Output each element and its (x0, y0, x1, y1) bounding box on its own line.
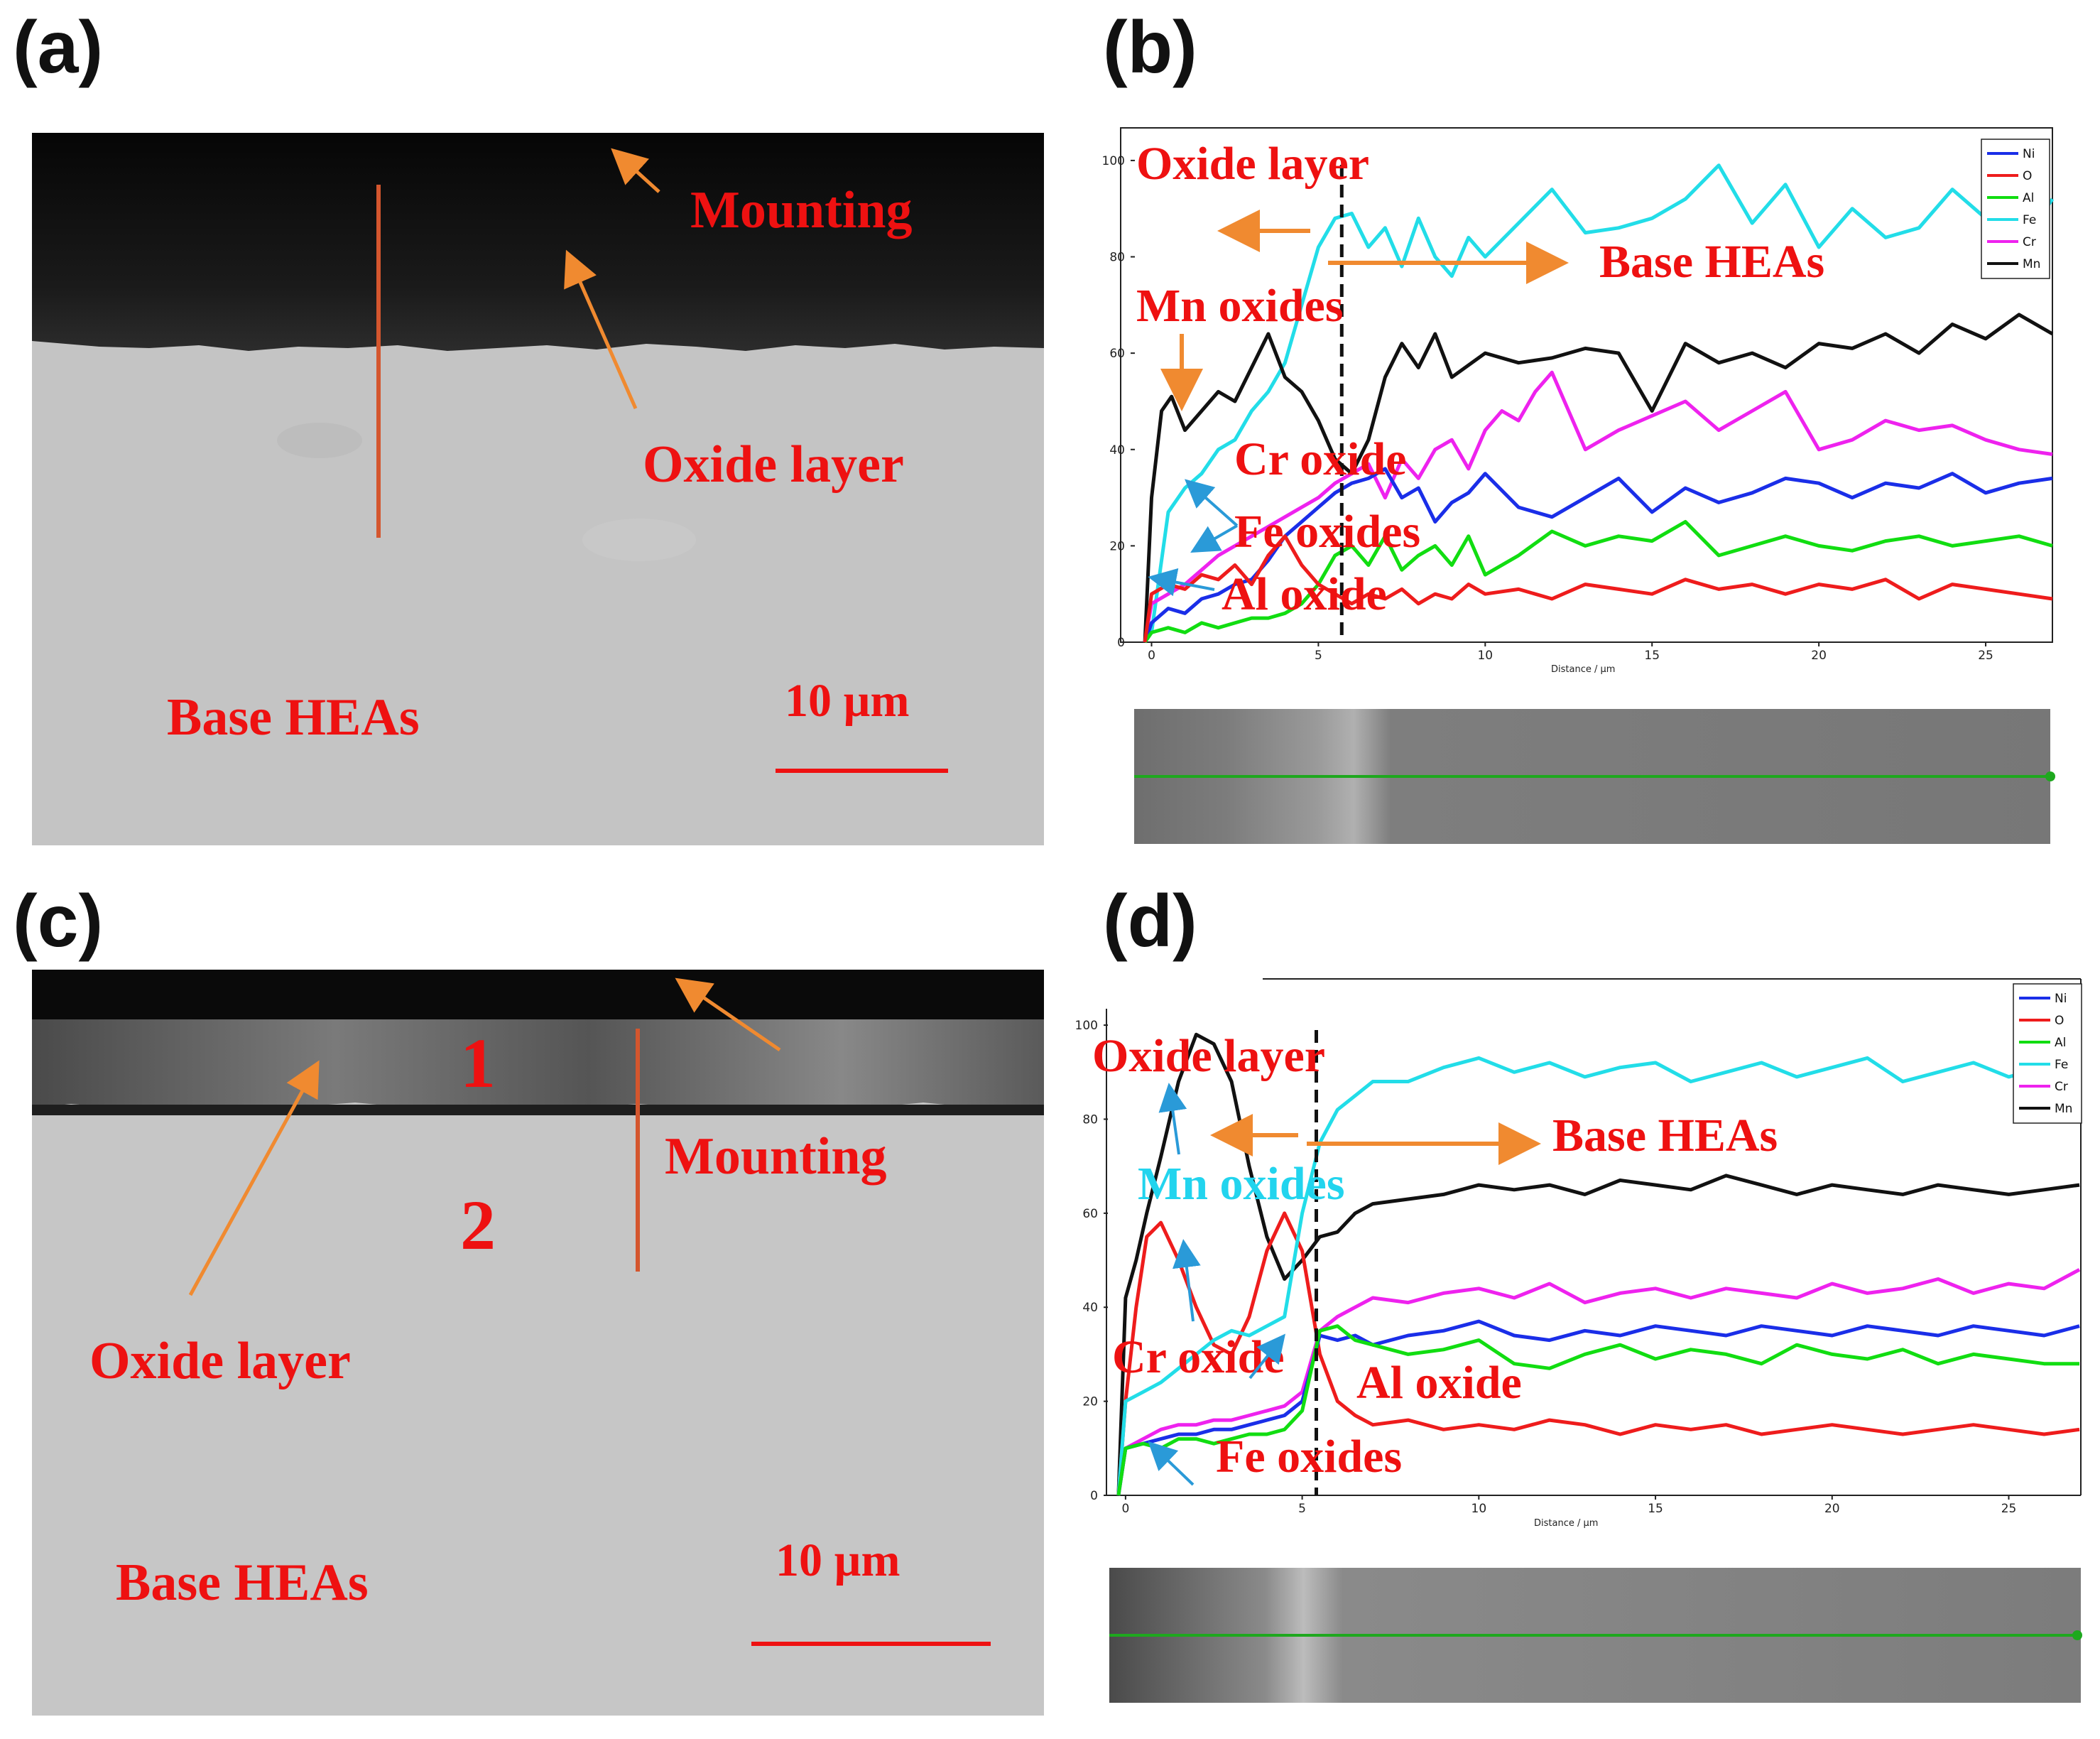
chart-d-label-oxide-layer: Oxide layer (1092, 1030, 1325, 1082)
chart-d: 0 20 40 60 80 100 0 5 10 15 20 25 Ni O Al Fe Cr Mn Dista… (1075, 978, 2082, 1703)
chart-d-xtick: 20 (1824, 1502, 1840, 1516)
chart-b-series-mn (1143, 313, 2054, 643)
chart-b-ytick: 0 (1117, 636, 1125, 650)
chart-d-xtick: 10 (1471, 1502, 1487, 1516)
chart-b-xtick: 15 (1644, 649, 1660, 663)
chart-b-label-cr-oxide: Cr oxide (1234, 433, 1407, 485)
chart-d-ytick: 80 (1082, 1112, 1098, 1127)
chart-d-label-fe-oxides: Fe oxides (1216, 1431, 1402, 1483)
chart-d-xtick: 15 (1648, 1502, 1663, 1516)
chart-d-legend-label-fe: Fe (2055, 1058, 2068, 1072)
chart-b-xtick: 25 (1978, 649, 1993, 663)
micrograph-c (32, 970, 1044, 1716)
chart-d-series-cr (1116, 1268, 2081, 1496)
chart-d-label-cr-oxide: Cr oxide (1112, 1331, 1285, 1383)
chart-d-ytick: 0 (1090, 1489, 1098, 1503)
chart-d-legend-label-al: Al (2055, 1036, 2066, 1050)
scale-bar-label-c: 10 µm (776, 1534, 901, 1586)
chart-b: 0 20 40 60 80 100 0 5 10 15 20 25 Ni O Al Fe Cr Mn Dista… (1102, 127, 2055, 844)
chart-d-legend-box (2013, 983, 2082, 1124)
chart-d-label-mn-oxides: Mn oxides (1138, 1158, 1345, 1210)
chart-b-series-fe (1143, 163, 2055, 644)
chart-b-frame (1120, 127, 2053, 643)
chart-b-ytick: 80 (1109, 251, 1125, 265)
chart-b-xtick: 0 (1148, 649, 1155, 663)
chart-b-ytick: 100 (1102, 154, 1125, 168)
chart-d-series-mn (1116, 1032, 2080, 1496)
label-base-heas-c: Base HEAs (116, 1554, 369, 1612)
chart-b-xtick: 5 (1315, 649, 1322, 663)
chart-b-label-al-oxide: Al oxide (1222, 568, 1387, 620)
scale-bar-label-a: 10 µm (785, 675, 910, 727)
chart-d-series-ni (1116, 1319, 2080, 1496)
panel-label-c: (c) (13, 880, 104, 963)
chart-d-series-al (1116, 1324, 2079, 1496)
chart-d-ytick: 40 (1082, 1301, 1098, 1315)
region-label-2: 2 (460, 1186, 496, 1264)
chart-d-xtick: 25 (2001, 1502, 2017, 1516)
region-label-1: 1 (460, 1024, 496, 1103)
chart-d-label-base-heas: Base HEAs (1552, 1110, 1778, 1161)
chart-b-legend-label-cr: Cr (2023, 235, 2036, 249)
panel-label-b: (b) (1103, 6, 1197, 89)
chart-d-legend-label-o: O (2055, 1014, 2064, 1028)
chart-b-series-al (1143, 520, 2053, 644)
chart-d-ytick: 60 (1082, 1207, 1098, 1221)
chart-b-legend-label-fe: Fe (2023, 213, 2036, 227)
chart-b-legend-label-o: O (2023, 169, 2032, 183)
chart-b-label-fe-oxides: Fe oxides (1234, 506, 1420, 558)
label-mounting-c: Mounting (665, 1127, 887, 1186)
chart-d-xtick: 5 (1298, 1502, 1306, 1516)
chart-b-legend-label-mn: Mn (2023, 257, 2040, 271)
chart-b-legend-box (1981, 139, 2050, 279)
chart-d-series-o (1116, 1211, 2080, 1496)
chart-b-ytick: 40 (1109, 443, 1125, 457)
chart-b-legend-label-al: Al (2023, 191, 2034, 205)
chart-b-series-cr (1143, 370, 2053, 643)
panel-label-d: (d) (1103, 880, 1197, 963)
label-base-heas-a: Base HEAs (167, 688, 420, 747)
chart-b-ytick: 60 (1109, 347, 1125, 361)
chart-b-ytick: 20 (1109, 539, 1125, 553)
label-oxide-layer-a: Oxide layer (643, 435, 904, 494)
chart-d-xtick: 0 (1121, 1502, 1129, 1516)
chart-d-ytick: 100 (1075, 1019, 1098, 1033)
chart-d-legend-label-cr: Cr (2055, 1080, 2068, 1094)
chart-d-legend-label-mn: Mn (2055, 1102, 2072, 1116)
panel-label-a: (a) (13, 6, 104, 89)
chart-d-xlabel: Distance / µm (1534, 1518, 1598, 1529)
chart-b-xtick: 20 (1811, 649, 1827, 663)
chart-b-series-o (1143, 534, 2053, 643)
chart-b-xlabel: Distance / µm (1551, 664, 1615, 675)
chart-d-ytick: 20 (1082, 1395, 1098, 1409)
chart-d-label-al-oxide: Al oxide (1356, 1357, 1522, 1409)
chart-b-legend-label-ni: Ni (2023, 147, 2035, 161)
micrograph-a (32, 133, 1044, 845)
label-oxide-layer-c: Oxide layer (89, 1332, 351, 1390)
chart-b-label-base-heas: Base HEAs (1599, 236, 1824, 288)
chart-b-label-mn-oxides: Mn oxides (1136, 280, 1344, 332)
chart-b-label-oxide-layer: Oxide layer (1136, 138, 1369, 190)
chart-d-series-fe (1116, 1046, 2081, 1496)
label-mounting-a: Mounting (690, 181, 913, 239)
chart-d-legend-label-ni: Ni (2055, 992, 2067, 1006)
chart-d-scan-endpoint (2072, 1630, 2082, 1640)
chart-b-scan-endpoint (2045, 771, 2055, 781)
chart-b-xtick: 10 (1477, 649, 1493, 663)
chart-b-series-ni (1143, 467, 2053, 643)
